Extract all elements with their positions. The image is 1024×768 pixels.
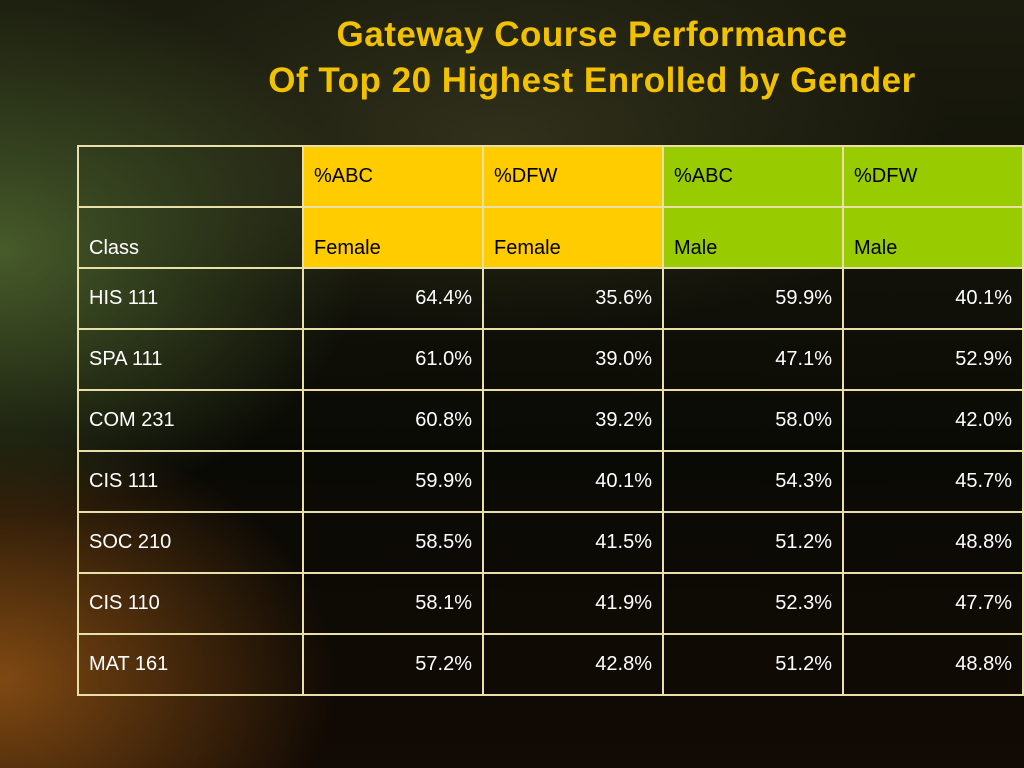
header-row-gender: Class Female Female Male Male (77, 206, 1024, 269)
male-dfw-cell: 42.0% (842, 389, 1024, 452)
header-cell-male-dfw: %DFW (842, 145, 1024, 208)
class-cell: SPA 111 (77, 328, 304, 391)
female-dfw-cell: 42.8% (482, 633, 664, 696)
header-cell-male-2: Male (842, 206, 1024, 269)
table-row: COM 231 60.8% 39.2% 58.0% 42.0% (77, 389, 1024, 452)
title-line-1: Gateway Course Performance (336, 15, 848, 54)
class-cell: CIS 111 (77, 450, 304, 513)
title-line-2: Of Top 20 Highest Enrolled by Gender (268, 61, 916, 100)
female-dfw-cell: 39.0% (482, 328, 664, 391)
male-abc-cell: 47.1% (662, 328, 844, 391)
female-abc-cell: 61.0% (302, 328, 484, 391)
table-row: CIS 110 58.1% 41.9% 52.3% 47.7% (77, 572, 1024, 635)
male-abc-cell: 54.3% (662, 450, 844, 513)
male-dfw-cell: 52.9% (842, 328, 1024, 391)
table-row: HIS 111 64.4% 35.6% 59.9% 40.1% (77, 267, 1024, 330)
male-abc-cell: 52.3% (662, 572, 844, 635)
male-abc-cell: 59.9% (662, 267, 844, 330)
performance-table: %ABC %DFW %ABC %DFW Class Female Female … (77, 145, 1024, 696)
header-cell-female-1: Female (302, 206, 484, 269)
class-cell: MAT 161 (77, 633, 304, 696)
female-dfw-cell: 41.5% (482, 511, 664, 574)
table-row: MAT 161 57.2% 42.8% 51.2% 48.8% (77, 633, 1024, 696)
female-dfw-cell: 41.9% (482, 572, 664, 635)
female-dfw-cell: 35.6% (482, 267, 664, 330)
class-cell: COM 231 (77, 389, 304, 452)
header-cell-male-1: Male (662, 206, 844, 269)
table-row: SPA 111 61.0% 39.0% 47.1% 52.9% (77, 328, 1024, 391)
class-cell: HIS 111 (77, 267, 304, 330)
female-abc-cell: 58.5% (302, 511, 484, 574)
header-cell-male-abc: %ABC (662, 145, 844, 208)
class-cell: SOC 210 (77, 511, 304, 574)
male-dfw-cell: 48.8% (842, 511, 1024, 574)
female-abc-cell: 57.2% (302, 633, 484, 696)
female-abc-cell: 58.1% (302, 572, 484, 635)
female-abc-cell: 60.8% (302, 389, 484, 452)
slide-title: Gateway Course Performance Of Top 20 Hig… (160, 12, 1024, 104)
header-cell-female-2: Female (482, 206, 664, 269)
table-row: SOC 210 58.5% 41.5% 51.2% 48.8% (77, 511, 1024, 574)
male-dfw-cell: 47.7% (842, 572, 1024, 635)
male-dfw-cell: 48.8% (842, 633, 1024, 696)
header-cell-female-abc: %ABC (302, 145, 484, 208)
male-dfw-cell: 45.7% (842, 450, 1024, 513)
header-cell-empty (77, 145, 304, 208)
table-body: HIS 111 64.4% 35.6% 59.9% 40.1% SPA 111 61.0% 3… (77, 267, 1024, 696)
female-dfw-cell: 40.1% (482, 450, 664, 513)
male-abc-cell: 51.2% (662, 511, 844, 574)
male-abc-cell: 58.0% (662, 389, 844, 452)
header-row-metric: %ABC %DFW %ABC %DFW (77, 145, 1024, 208)
female-dfw-cell: 39.2% (482, 389, 664, 452)
class-cell: CIS 110 (77, 572, 304, 635)
female-abc-cell: 64.4% (302, 267, 484, 330)
table-row: CIS 111 59.9% 40.1% 54.3% 45.7% (77, 450, 1024, 513)
header-cell-female-dfw: %DFW (482, 145, 664, 208)
header-cell-class: Class (77, 206, 304, 269)
female-abc-cell: 59.9% (302, 450, 484, 513)
male-abc-cell: 51.2% (662, 633, 844, 696)
male-dfw-cell: 40.1% (842, 267, 1024, 330)
